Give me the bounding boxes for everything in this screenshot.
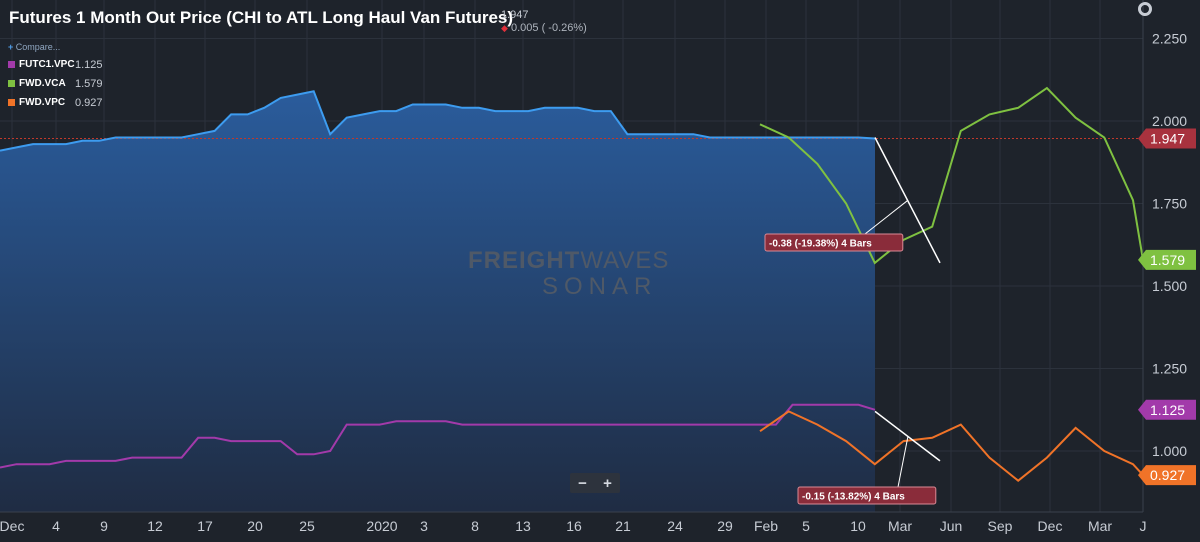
x-tick-label: 24	[667, 518, 683, 534]
plus-icon: +	[8, 42, 14, 52]
zoom-controls: − +	[570, 473, 620, 493]
legend-item-value: 1.125	[75, 58, 103, 71]
x-tick-label: 25	[299, 518, 315, 534]
watermark-thin: WAVES	[580, 247, 670, 274]
x-tick-label: Sep	[988, 518, 1013, 534]
x-tick-label: 8	[471, 518, 479, 534]
x-tick-label: 4	[52, 518, 60, 534]
legend-item-value: 0.927	[75, 96, 103, 109]
last-price: 1.947	[501, 9, 529, 21]
y-tick-label: 1.500	[1152, 278, 1187, 294]
measure-leader	[864, 199, 909, 235]
x-tick-label: 5	[802, 518, 810, 534]
x-tick-label: 9	[100, 518, 108, 534]
x-tick-label: Dec	[0, 518, 24, 534]
x-tick-label: 29	[717, 518, 733, 534]
x-tick-label: 13	[515, 518, 531, 534]
price-change: 0.005 ( -0.26%)	[510, 22, 587, 34]
price-summary: 1.947 ◆ 0.005 ( -0.26%)	[501, 9, 587, 35]
x-tick-label: Dec	[1038, 518, 1063, 534]
price-tag	[1138, 249, 1196, 270]
x-tick-label: 2020	[366, 518, 397, 534]
legend: + Compare... FUTC1.VPC 1.125 FWD.VCA 1.5…	[8, 42, 103, 112]
annotation-layer: -0.38 (-19.38%) 4 Bars -0.15 (-13.82%) 4 …	[764, 137, 941, 505]
history-area-fill	[0, 91, 875, 513]
compare-label: Compare...	[15, 42, 61, 52]
price-tag-label: 1.579	[1150, 252, 1185, 268]
settings-icon[interactable]	[1138, 2, 1152, 16]
chart-title: Futures 1 Month Out Price (CHI to ATL Lo…	[9, 8, 514, 27]
x-tick-label: 3	[420, 518, 428, 534]
x-tick-label: J	[1140, 518, 1147, 534]
price-tag	[1138, 399, 1196, 420]
measure-label: -0.15 (-13.82%) 4 Bars	[802, 492, 905, 503]
down-arrow-icon: ◆	[501, 23, 508, 33]
x-tick-label: Feb	[754, 518, 778, 534]
price-tag-label: 0.927	[1150, 467, 1185, 483]
legend-item-fwd-vpc[interactable]: FWD.VPC 0.927	[8, 93, 103, 112]
legend-item-name: FWD.VCA	[19, 78, 66, 89]
x-axis-panel	[0, 512, 1200, 542]
price-tags: 1.947 1.125 1.579 0.927	[1138, 128, 1196, 486]
watermark-bold: FREIGHT	[468, 247, 581, 274]
zoom-out-button[interactable]: −	[578, 474, 587, 492]
legend-item-value: 1.579	[75, 77, 103, 90]
watermark-sonar: SONAR	[542, 273, 658, 300]
series-line-futc1	[0, 403, 876, 469]
legend-item-name: FWD.VPC	[19, 97, 66, 108]
legend-item-futc1[interactable]: FUTC1.VPC 1.125	[8, 55, 103, 74]
legend-swatch	[8, 99, 15, 106]
legend-swatch	[8, 61, 15, 68]
compare-button[interactable]: + Compare...	[8, 42, 103, 52]
y-tick-label: 1.750	[1152, 196, 1187, 212]
series-layer	[0, 86, 1144, 482]
x-tick-label: Mar	[888, 518, 912, 534]
y-tick-label: 1.250	[1152, 361, 1187, 377]
y-tick-label: 1.000	[1152, 443, 1187, 459]
series-line-fwd-vpc	[759, 410, 1144, 482]
y-tick-label: 2.000	[1152, 113, 1187, 129]
legend-swatch	[8, 80, 15, 87]
zoom-in-button[interactable]: +	[603, 474, 612, 492]
legend-item-fwd-vca[interactable]: FWD.VCA 1.579	[8, 74, 103, 93]
x-tick-label: 21	[615, 518, 631, 534]
series-line-fwd-vca	[759, 86, 1144, 265]
x-tick-label: Jun	[940, 518, 963, 534]
x-tick-label: 17	[197, 518, 213, 534]
x-tick-label: 16	[566, 518, 582, 534]
x-tick-label: 20	[247, 518, 263, 534]
y-tick-label: 2.250	[1152, 31, 1187, 47]
price-tag	[1138, 465, 1196, 486]
measure-label-box	[764, 233, 904, 252]
x-tick-label: Mar	[1088, 518, 1112, 534]
price-tag	[1138, 128, 1196, 149]
measure-label-box	[797, 486, 937, 505]
price-tag-label: 1.125	[1150, 402, 1185, 418]
watermark-logo: FREIGHTWAVES SONAR	[468, 247, 748, 301]
series-line-history	[0, 90, 876, 152]
x-tick-label: 10	[850, 518, 866, 534]
price-tag-label: 1.947	[1150, 130, 1185, 146]
x-tick-label: 12	[147, 518, 163, 534]
x-axis: Dec 4 9 12 17 20 25 2020 3 8 13 16 21 24 29 Feb 5 10 Mar Ju…	[0, 511, 1200, 542]
measure-leader	[897, 436, 909, 488]
legend-item-name: FUTC1.VPC	[19, 59, 75, 70]
measure-label: -0.38 (-19.38%) 4 Bars	[769, 239, 872, 250]
